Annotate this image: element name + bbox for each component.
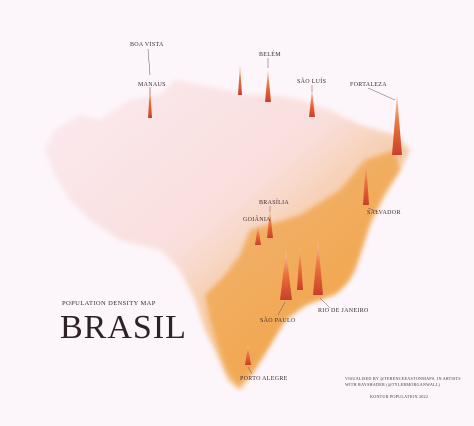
leader-line [277, 301, 286, 316]
credit: VISUALISED BY @TERENCEEASTONMAPS, IN ART… [345, 376, 461, 382]
spike [255, 225, 261, 245]
city-labels: BOA VISTA BELÉM MANAUS SÃO LUÍS FORTALEZ… [130, 42, 401, 382]
city-label: GOIÂNIA [243, 215, 271, 223]
city-label: MANAUS [138, 82, 166, 88]
city-label: BELÉM [259, 50, 281, 58]
spike [245, 345, 251, 365]
leader-line [319, 297, 331, 309]
spike [363, 160, 369, 205]
city-label: FORTALEZA [350, 82, 387, 88]
country-shape [45, 80, 410, 390]
credit: WITH RAYSHADER (@TYLERMORGANWALL) [345, 382, 441, 387]
city-label: BOA VISTA [130, 42, 164, 48]
spike [297, 245, 303, 290]
spike [148, 86, 152, 118]
spike [265, 70, 271, 102]
leader-line [367, 207, 379, 213]
leader-line [367, 87, 396, 101]
city-label: RIO DE JANEIRO [318, 308, 369, 314]
spike [313, 240, 323, 295]
spike [238, 65, 242, 95]
leader-line [247, 366, 253, 375]
city-label: SALVADOR [367, 210, 401, 216]
city-label: BRASÍLIA [259, 198, 289, 206]
credit: KONTUR POPULATION 2022 [370, 394, 428, 399]
city-label: PORTO ALEGRE [240, 376, 288, 382]
spikes [148, 65, 402, 365]
spike [309, 90, 315, 117]
spike [280, 250, 292, 300]
leader-line [147, 48, 151, 76]
map-subtitle: POPULATION DENSITY MAP [62, 300, 156, 307]
map-title: BRASIL [60, 309, 187, 346]
dense-region [205, 150, 400, 385]
city-label: SÃO PAULO [260, 316, 296, 324]
spike [267, 210, 273, 238]
city-label: SÃO LUÍS [297, 77, 326, 85]
spike [392, 95, 402, 155]
